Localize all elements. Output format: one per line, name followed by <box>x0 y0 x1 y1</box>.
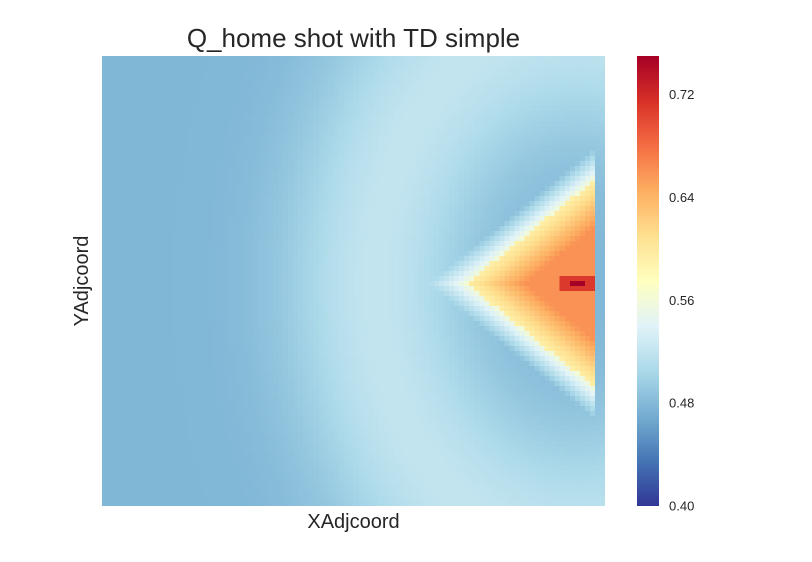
chart-title: Q_home shot with TD simple <box>186 23 521 53</box>
y-axis-label: YAdjcoord <box>71 235 93 327</box>
colorbar-tick-label: 0.56 <box>669 293 694 308</box>
colorbar-tick-label: 0.40 <box>669 499 694 514</box>
x-axis-label: XAdjcoord <box>307 511 400 533</box>
colorbar-gradient <box>637 56 659 506</box>
colorbar-tick-label: 0.72 <box>669 87 694 102</box>
colorbar-tick-label: 0.64 <box>669 190 694 205</box>
colorbar: 0.40 0.48 0.56 0.64 0.72 <box>637 56 694 514</box>
colorbar-tick-label: 0.48 <box>669 396 694 411</box>
heatmap-plot-area <box>102 56 605 506</box>
